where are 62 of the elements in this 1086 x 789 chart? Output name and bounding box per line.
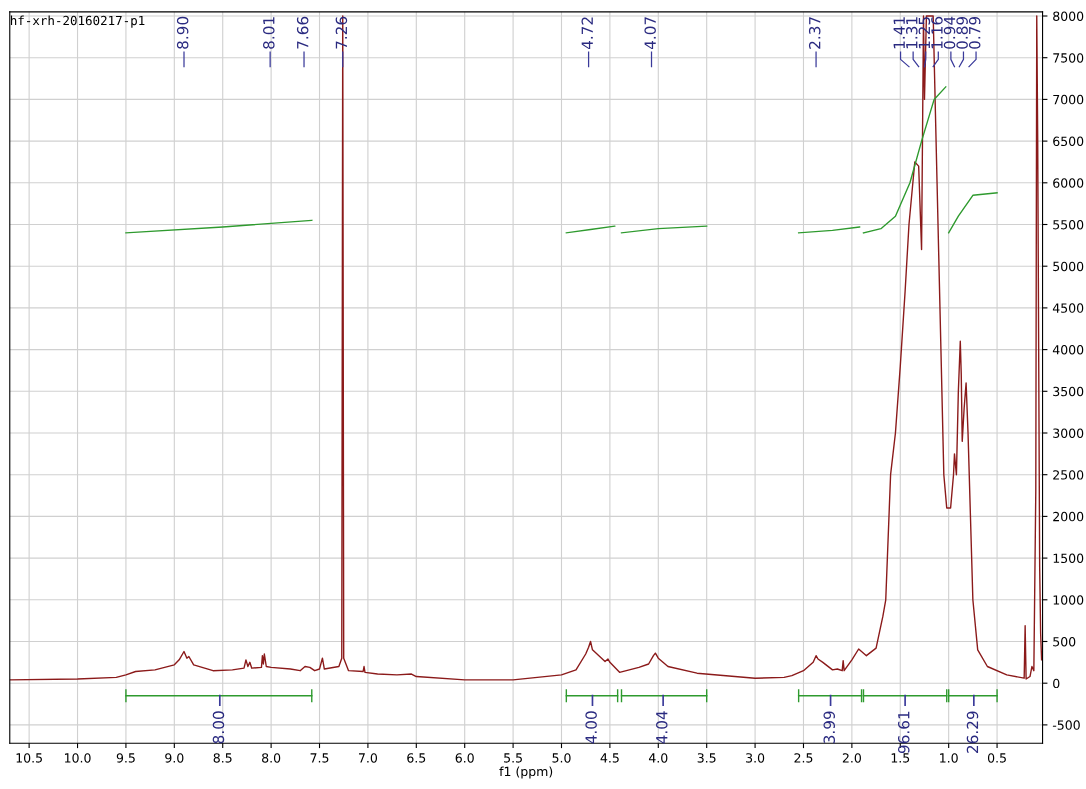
x-tick-label: 10.5 — [16, 753, 42, 763]
x-tick-label: 2.5 — [794, 753, 813, 763]
x-tick-label: 6.0 — [455, 753, 474, 763]
x-tick-label: 3.5 — [697, 753, 716, 763]
x-tick-label: 9.0 — [165, 753, 184, 763]
y-tick-label: 1000 — [1053, 595, 1084, 605]
x-tick-label: 1.0 — [940, 753, 958, 763]
annotation: 4.72 — [581, 17, 593, 50]
x-tick-label: 6.5 — [407, 753, 426, 763]
x-tick-label: 8.0 — [262, 753, 281, 763]
annotation: 26.29 — [966, 711, 979, 753]
x-tick-label: 7.5 — [310, 753, 329, 763]
y-tick-label: 6000 — [1053, 178, 1084, 188]
chart-title: hf-xrh-20160217-p1 — [10, 15, 145, 28]
x-tick-label: 5.0 — [552, 753, 571, 763]
y-tick-label: -500 — [1052, 720, 1080, 730]
y-tick-label: 4000 — [1052, 345, 1084, 355]
x-tick-label: 4.0 — [648, 753, 668, 763]
annotation: 0.89 — [956, 16, 968, 49]
x-tick-label: 2.0 — [842, 753, 861, 763]
y-tick-label: 2500 — [1053, 470, 1084, 480]
x-tick-label: 5.5 — [504, 753, 522, 763]
x-tick-label: 0.5 — [987, 753, 1006, 763]
y-tick-label: 3000 — [1053, 428, 1084, 438]
annotation: 2.37 — [808, 17, 821, 49]
y-tick-label: 6500 — [1053, 136, 1084, 147]
annotation: 8.90 — [176, 16, 189, 49]
y-tick-label: 7000 — [1053, 94, 1084, 105]
annotation: 1.25 — [918, 17, 931, 49]
x-tick-label: 3.0 — [746, 753, 765, 763]
annotation: 1.41 — [893, 17, 905, 49]
y-tick-label: 7500 — [1053, 53, 1084, 63]
annotation: 7.26 — [335, 16, 348, 49]
x-axis-title: f1 (ppm) — [499, 766, 553, 779]
y-tick-label: 8000 — [1053, 11, 1084, 21]
annotation: 8.01 — [263, 17, 275, 49]
annotation: 8.00 — [212, 711, 225, 744]
annotation: 1.16 — [931, 16, 943, 49]
y-tick-label: 4500 — [1052, 303, 1084, 313]
x-tick-label: 1.5 — [891, 753, 910, 763]
annotation: 7.66 — [296, 16, 309, 49]
annotation: 4.04 — [656, 711, 668, 744]
y-tick-label: 5000 — [1053, 261, 1084, 272]
y-tick-label: 5500 — [1053, 219, 1084, 230]
x-tick-label: 4.5 — [600, 753, 619, 763]
y-tick-label: 3500 — [1053, 386, 1084, 397]
annotation: 0.94 — [943, 16, 956, 49]
y-tick-label: 0 — [1053, 678, 1060, 689]
annotation: 3.99 — [823, 711, 836, 744]
x-tick-label: 10.0 — [64, 753, 91, 763]
annotation: 0.79 — [968, 16, 981, 49]
y-tick-label: 1500 — [1053, 553, 1084, 564]
x-tick-label: 9.5 — [116, 753, 135, 763]
annotation: 1.31 — [906, 17, 918, 49]
annotation: 96.61 — [897, 711, 910, 754]
x-tick-label: 8.5 — [213, 753, 232, 763]
line-series — [9, 15, 1043, 681]
x-tick-label: 7.0 — [359, 753, 378, 763]
annotation: 4.00 — [585, 711, 597, 744]
y-tick-label: 500 — [1053, 636, 1076, 647]
y-tick-label: 2000 — [1053, 511, 1084, 522]
annotation: 4.07 — [644, 17, 656, 50]
